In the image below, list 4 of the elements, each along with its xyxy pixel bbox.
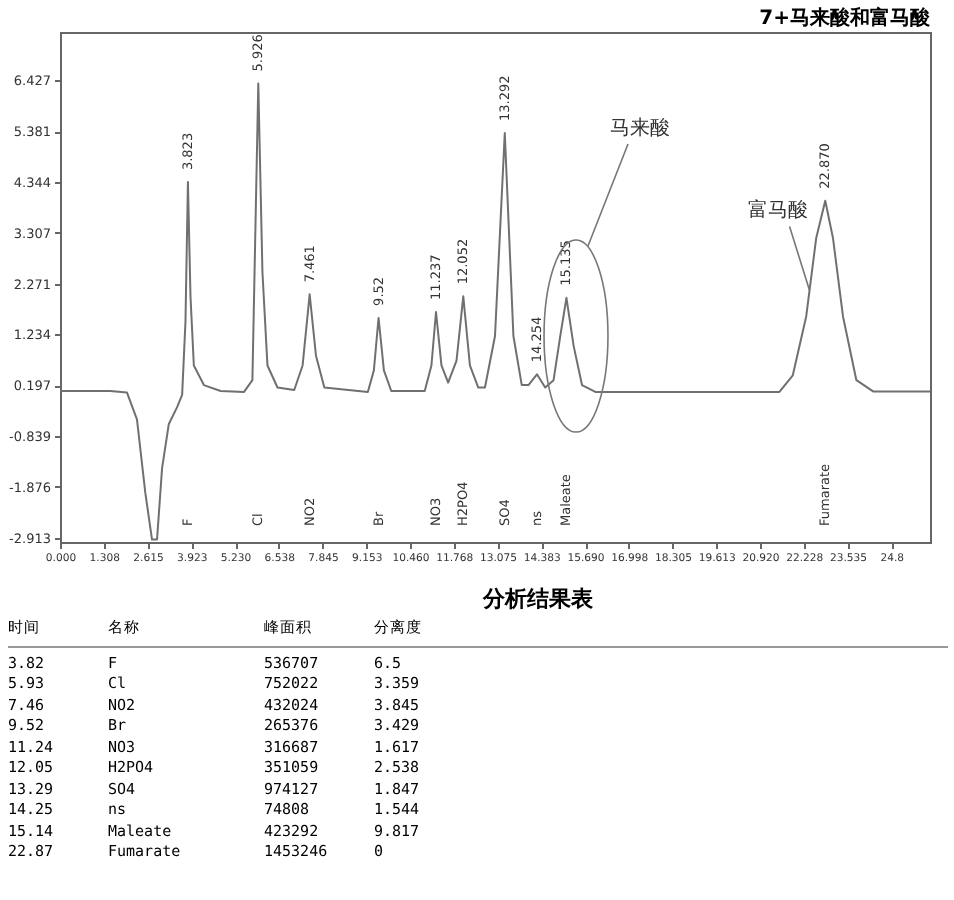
annotation: 富马酸: [747, 198, 808, 223]
annotation: 马来酸: [610, 116, 670, 140]
chart-title: 7+马来酸和富马酸: [759, 6, 932, 30]
text: 分析结果表: [481, 584, 595, 614]
